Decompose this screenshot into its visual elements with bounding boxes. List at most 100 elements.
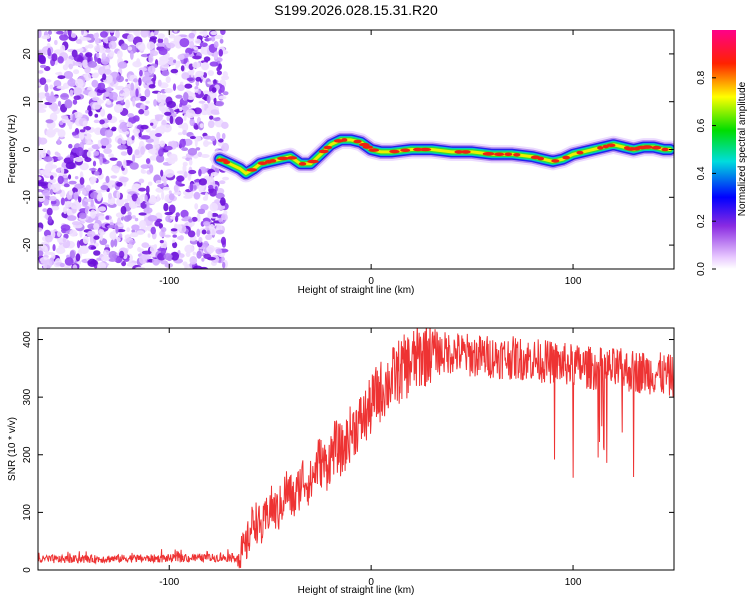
noise-speckle [134,217,139,222]
noise-speckle [57,175,64,185]
noise-speckle [209,223,215,230]
noise-speckle [186,77,195,82]
noise-speckle [184,171,188,178]
noise-speckle [160,227,167,233]
noise-speckle [39,64,47,69]
noise-speckle [180,209,189,218]
noise-speckle [106,86,113,93]
noise-speckle [63,174,68,179]
noise-speckle [133,78,138,83]
noise-speckle [161,191,165,201]
noise-speckle [199,42,208,48]
noise-speckle [184,216,192,220]
noise-speckle [56,85,65,89]
noise-speckle [179,37,190,48]
noise-speckle [198,178,208,186]
noise-speckle [164,234,171,238]
noise-speckle [141,75,152,84]
noise-speckle [166,100,177,109]
spectrogram-xtick-label: -100 [159,276,179,287]
noise-speckle [89,167,97,171]
noise-speckle [82,59,89,69]
noise-speckle [70,202,80,210]
noise-speckle [38,108,47,113]
noise-speckle [56,30,64,35]
noise-speckle [103,251,107,261]
snr-series-line [38,328,674,569]
noise-speckle [131,215,136,219]
noise-speckle [64,257,74,266]
noise-speckle [108,30,116,33]
noise-speckle [84,157,92,163]
noise-speckle [154,30,159,36]
noise-speckle [205,230,212,234]
noise-speckle [100,184,109,191]
noise-speckle [72,264,78,269]
noise-speckle [149,130,158,140]
noise-speckle [120,43,129,51]
noise-speckle [201,229,207,235]
noise-speckle [67,78,77,87]
noise-speckle [140,164,150,169]
noise-speckle [118,233,123,239]
snr-xtick-label: 0 [368,577,374,588]
noise-speckle [147,181,153,186]
noise-speckle [140,135,151,140]
noise-speckle [202,240,209,248]
noise-speckle [111,126,117,131]
noise-speckle [94,113,99,118]
noise-speckle [44,259,53,269]
noise-speckle [50,102,58,112]
noise-speckle [145,100,150,104]
noise-speckle [79,212,87,220]
noise-speckle [218,95,227,100]
noise-speckle [195,80,200,87]
noise-speckle [189,118,195,127]
noise-speckle [68,180,77,185]
noise-speckle [170,251,180,261]
noise-speckle [38,137,48,145]
noise-speckle [101,52,107,60]
noise-speckle [117,61,128,69]
noise-speckle [199,123,204,129]
noise-speckle [172,234,177,238]
noise-speckle [57,75,66,80]
noise-speckle [60,92,70,100]
noise-speckle [79,47,84,52]
noise-speckle [92,96,100,102]
noise-speckle [147,65,156,74]
noise-speckle [38,227,43,232]
noise-speckle [169,115,174,125]
noise-speckle [97,57,102,64]
noise-speckle [56,231,61,237]
noise-speckle [108,250,118,260]
noise-speckle [87,43,94,49]
noise-speckle [51,53,58,62]
noise-speckle [96,257,102,261]
noise-speckle [113,238,118,248]
noise-speckle [68,143,73,149]
noise-speckle [176,170,186,175]
noise-speckle [52,243,56,252]
noise-speckle [164,168,175,178]
noise-speckle [173,184,179,193]
noise-speckle [110,165,120,173]
noise-speckle [157,91,162,101]
noise-speckle [188,218,193,223]
noise-speckle [129,50,134,60]
noise-speckle [193,191,201,200]
noise-speckle [164,145,173,151]
noise-speckle [210,109,220,115]
noise-speckle [211,87,217,93]
noise-speckle [92,102,102,110]
colorbar-label: Normalized spectral amplitude [737,81,748,216]
noise-speckle [141,250,152,255]
snr-ylabel: SNR (10 * v/v) [7,417,18,481]
noise-speckle [163,37,169,46]
noise-speckle [181,122,189,132]
colorbar-tick-label: 0.8 [696,70,707,84]
signal-peak [513,152,521,157]
noise-speckle [197,208,206,215]
noise-speckle [202,196,208,201]
